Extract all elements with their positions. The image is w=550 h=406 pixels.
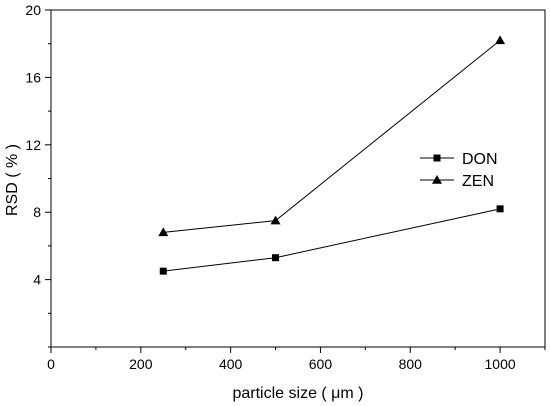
data-point-don [159,267,167,275]
legend-label-zen: ZEN [462,173,494,190]
legend-label-don: DON [462,151,498,168]
y-tick-label: 4 [33,272,41,288]
y-tick-label: 16 [25,69,41,85]
legend-item-don: DON [420,151,498,168]
y-tick-label: 8 [33,204,41,220]
x-tick-label: 1000 [485,356,516,372]
legend-marker-don [433,154,441,162]
series-don [159,205,504,275]
data-point-zen [158,227,169,237]
series-line-don [163,208,501,272]
data-point-zen [495,35,506,45]
series-zen [158,35,506,237]
y-tick-label: 12 [25,137,41,153]
x-tick-label: 0 [47,356,55,372]
x-axis: 0 200 400 600 800 1000 [47,347,546,372]
series-line-zen [163,39,501,233]
y-axis-label: RSD ( % ) [4,144,21,216]
x-axis-label: particle size ( μm ) [232,385,363,402]
data-point-don [272,254,280,262]
x-tick-label: 400 [219,356,243,372]
legend: DON ZEN [420,151,498,190]
data-point-don [496,205,504,213]
legend-item-zen: ZEN [420,173,494,190]
x-tick-label: 600 [309,356,333,372]
data-point-zen [270,215,281,225]
y-tick-label: 20 [25,2,41,18]
x-tick-label: 800 [399,356,423,372]
series-layer [158,35,506,275]
y-axis: 4 8 12 16 20 [25,2,51,348]
legend-marker-zen [432,175,442,184]
x-tick-label: 200 [129,356,153,372]
